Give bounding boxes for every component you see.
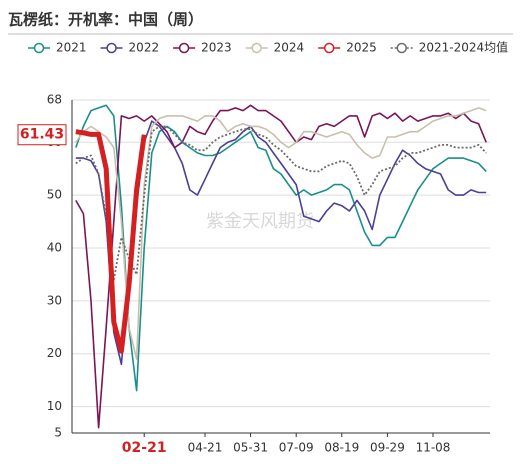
x-tick-label: 04-21 — [188, 441, 223, 455]
latest-label: 61.43 — [20, 127, 64, 143]
y-tick-label: 68 — [47, 93, 62, 107]
y-tick-label: 10 — [47, 399, 62, 413]
x-tick-label: 05-31 — [233, 441, 268, 455]
x-tick-label: 08-19 — [324, 441, 359, 455]
x-tick-label: 09-29 — [370, 441, 405, 455]
latest-label-box — [17, 124, 67, 146]
legend-marker — [251, 42, 262, 54]
legend-label: 2021-2024均值 — [419, 40, 508, 55]
y-tick-label: 30 — [47, 293, 62, 307]
x-tick-label: 11-08 — [416, 441, 451, 455]
legend-marker — [396, 42, 407, 54]
x-tick-label: 07-09 — [279, 441, 314, 455]
legend-label: 2023 — [201, 41, 232, 55]
watermark: 紫金天风期货 — [206, 211, 314, 232]
y-tick-label: 5 — [54, 426, 62, 440]
legend-label: 2021 — [56, 41, 87, 55]
legend-marker — [178, 42, 190, 54]
y-tick-label: 50 — [47, 188, 62, 202]
y-tick-label: 20 — [47, 346, 62, 360]
chart-title: 瓦楞纸：开机率：中国（周） — [8, 11, 203, 29]
y-tick-label: 40 — [47, 241, 62, 255]
legend-label: 2022 — [129, 41, 160, 55]
x-tick-label: 02-21 — [122, 440, 167, 456]
legend-marker — [106, 42, 117, 54]
series-line — [75, 107, 487, 360]
series-line — [75, 104, 487, 429]
legend-label: 2024 — [274, 41, 305, 55]
legend-label: 2025 — [346, 41, 377, 55]
series-line — [75, 129, 147, 354]
legend-marker — [33, 42, 45, 54]
legend-marker — [323, 42, 335, 54]
series-line — [75, 104, 487, 392]
